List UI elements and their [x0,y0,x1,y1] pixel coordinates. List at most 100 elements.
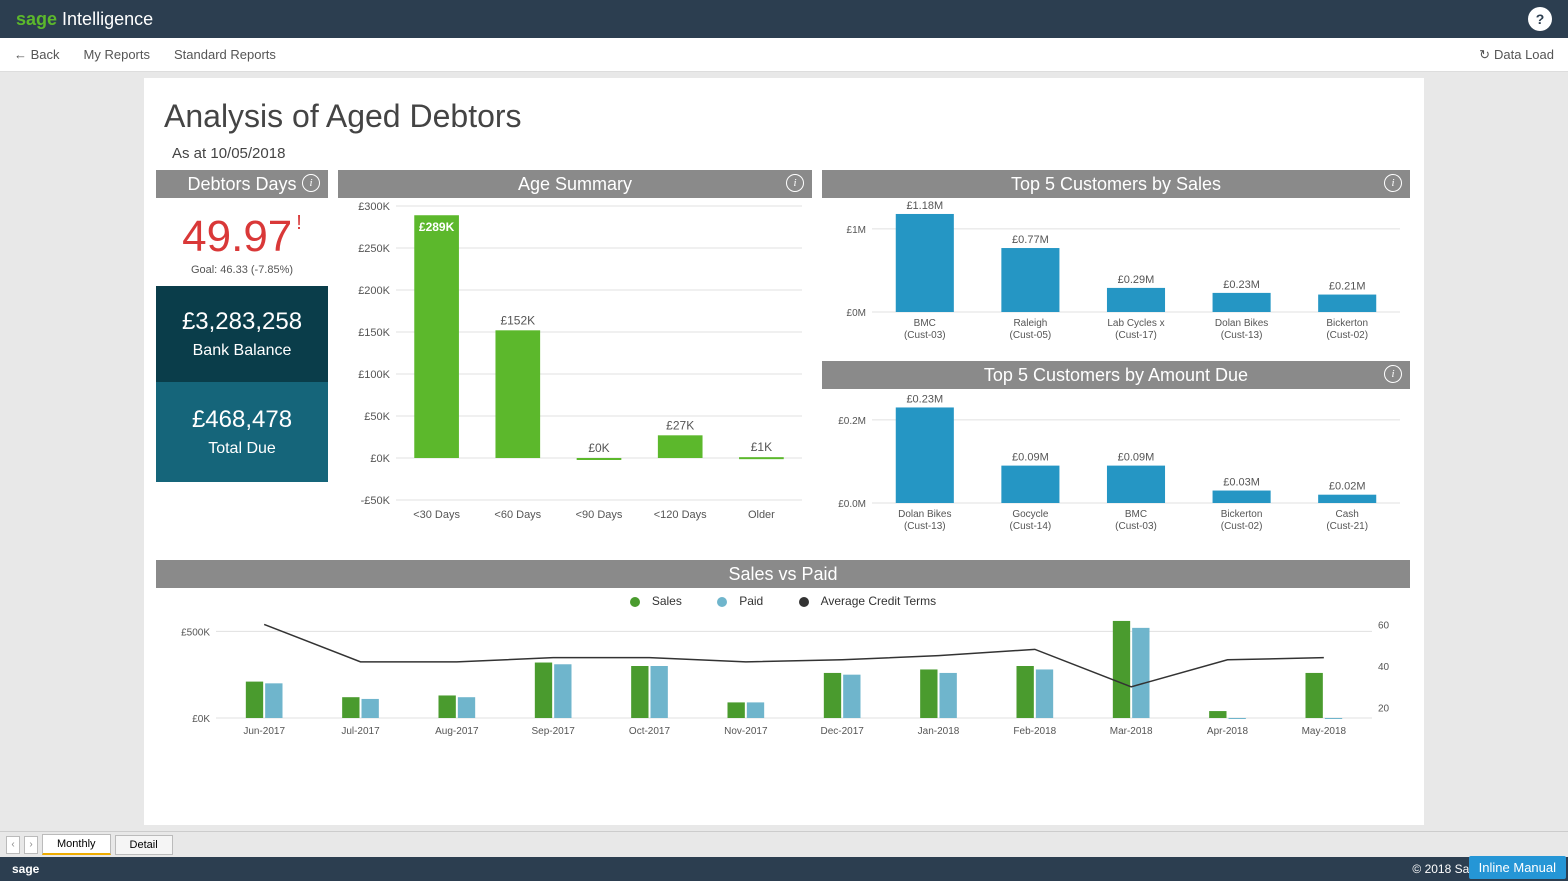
svg-text:Gocycle: Gocycle [1012,509,1049,520]
kpi-panel: Debtors Days i 49.97! Goal: 46.33 (-7.85… [156,170,328,542]
tab-prev-button[interactable]: ‹ [6,836,20,854]
kpi-goal: Goal: 46.33 (-7.85%) [156,264,328,276]
svg-text:Sep-2017: Sep-2017 [531,726,575,737]
svg-text:£50K: £50K [364,411,390,423]
svg-text:Cash: Cash [1336,509,1359,520]
svg-text:£0K: £0K [370,453,390,465]
info-icon[interactable]: i [302,174,320,192]
svg-text:(Cust-21): (Cust-21) [1326,521,1368,532]
svg-text:<90 Days: <90 Days [576,509,623,521]
svg-text:£250K: £250K [358,243,390,255]
age-summary-header: Age Summary i [338,170,812,198]
bank-balance-tile: £3,283,258 Bank Balance [156,286,328,382]
kpi-value: 49.97 [182,212,292,262]
svg-text:Jan-2018: Jan-2018 [918,726,960,737]
info-icon[interactable]: i [786,174,804,192]
report-date: As at 10/05/2018 [172,145,1412,162]
svg-text:£1K: £1K [751,440,772,454]
footer: sage © 2018 Sage Software Inc. Inline Ma… [0,857,1568,881]
back-button[interactable]: Back [14,47,60,62]
svg-text:£500K: £500K [181,627,210,638]
svg-text:Bickerton: Bickerton [1221,509,1263,520]
total-due-tile: £468,478 Total Due [156,382,328,482]
svg-text:£152K: £152K [500,313,535,327]
svg-text:20: 20 [1378,704,1390,715]
svg-text:£100K: £100K [358,369,390,381]
info-icon[interactable]: i [1384,365,1402,383]
svg-text:£289K: £289K [419,220,455,234]
brand: sage Intelligence [16,9,153,30]
svg-text:<120 Days: <120 Days [654,509,707,521]
info-icon[interactable]: i [1384,174,1402,192]
svg-text:<30 Days: <30 Days [413,509,460,521]
data-load-button[interactable]: ↻ Data Load [1479,47,1554,63]
sheet-tabs: ‹ › Monthly Detail [0,831,1568,857]
svg-text:Feb-2018: Feb-2018 [1013,726,1056,737]
tab-next-button[interactable]: › [24,836,38,854]
svg-text:Dolan Bikes: Dolan Bikes [898,509,951,520]
brand-strong: sage [16,9,57,29]
top-header: sage Intelligence ? [0,0,1568,38]
bank-label: Bank Balance [156,342,328,360]
tab-monthly[interactable]: Monthly [42,834,111,855]
nav-my-reports[interactable]: My Reports [84,47,150,62]
inline-manual-button[interactable]: Inline Manual [1469,856,1566,879]
svg-text:Apr-2018: Apr-2018 [1207,726,1249,737]
svg-text:£0.09M: £0.09M [1118,452,1155,464]
footer-brand: sage [12,862,39,876]
due-label: Total Due [156,440,328,458]
svg-text:40: 40 [1378,662,1390,673]
svg-text:£0.23M: £0.23M [1223,279,1260,291]
svg-text:60: 60 [1378,620,1390,631]
svg-text:(Cust-02): (Cust-02) [1221,521,1263,532]
svg-text:£0.23M: £0.23M [906,393,943,405]
content-wrap: Analysis of Aged Debtors As at 10/05/201… [0,72,1568,831]
svg-text:Raleigh: Raleigh [1013,318,1047,329]
svg-text:BMC: BMC [914,318,936,329]
svg-text:(Cust-02): (Cust-02) [1326,330,1368,341]
svg-text:May-2018: May-2018 [1302,726,1347,737]
refresh-icon: ↻ [1479,47,1490,63]
svg-text:£0.29M: £0.29M [1118,274,1155,286]
svg-text:(Cust-13): (Cust-13) [904,521,946,532]
sales-vs-paid-chart: £0K£500K204060Jun-2017Jul-2017Aug-2017Se… [156,610,1410,745]
svg-text:£1M: £1M [847,225,866,236]
svg-text:Jun-2017: Jun-2017 [243,726,285,737]
svg-text:Dec-2017: Dec-2017 [820,726,864,737]
svg-text:Aug-2017: Aug-2017 [435,726,479,737]
svg-text:Nov-2017: Nov-2017 [724,726,768,737]
svg-text:£0.09M: £0.09M [1012,452,1049,464]
sales-vs-paid-header: Sales vs Paid [156,560,1410,588]
svg-text:£300K: £300K [358,201,390,213]
kpi-header: Debtors Days i [156,170,328,198]
svg-text:£0.77M: £0.77M [1012,234,1049,246]
svg-text:£150K: £150K [358,327,390,339]
svg-text:£0K: £0K [588,441,609,455]
svg-text:£0.03M: £0.03M [1223,477,1260,489]
svg-text:£0.21M: £0.21M [1329,281,1366,293]
data-load-label: Data Load [1494,47,1554,62]
svg-text:Oct-2017: Oct-2017 [629,726,671,737]
svg-text:Jul-2017: Jul-2017 [341,726,380,737]
svg-text:£1.18M: £1.18M [906,200,943,212]
help-button[interactable]: ? [1528,7,1552,31]
age-summary-panel: Age Summary i -£50K£0K£50K£100K£150K£200… [338,170,812,542]
nav-standard-reports[interactable]: Standard Reports [174,47,276,62]
svg-text:(Cust-17): (Cust-17) [1115,330,1157,341]
svg-text:Dolan Bikes: Dolan Bikes [1215,318,1268,329]
report-title: Analysis of Aged Debtors [164,98,1412,135]
svg-text:Mar-2018: Mar-2018 [1110,726,1153,737]
svg-text:BMC: BMC [1125,509,1147,520]
top-sales-header: Top 5 Customers by Sales i [822,170,1410,198]
alert-icon: ! [296,212,302,234]
svg-text:Older: Older [748,509,775,521]
svg-text:(Cust-13): (Cust-13) [1221,330,1263,341]
svg-text:Lab Cycles x: Lab Cycles x [1107,318,1164,329]
right-column: Top 5 Customers by Sales i £0M £1M £1.18M B… [822,170,1410,542]
svg-text:£0M: £0M [847,308,866,319]
tab-detail[interactable]: Detail [115,835,173,855]
svg-text:£200K: £200K [358,285,390,297]
svg-text:<60 Days: <60 Days [494,509,541,521]
bank-amount: £3,283,258 [156,308,328,336]
due-amount: £468,478 [156,406,328,434]
